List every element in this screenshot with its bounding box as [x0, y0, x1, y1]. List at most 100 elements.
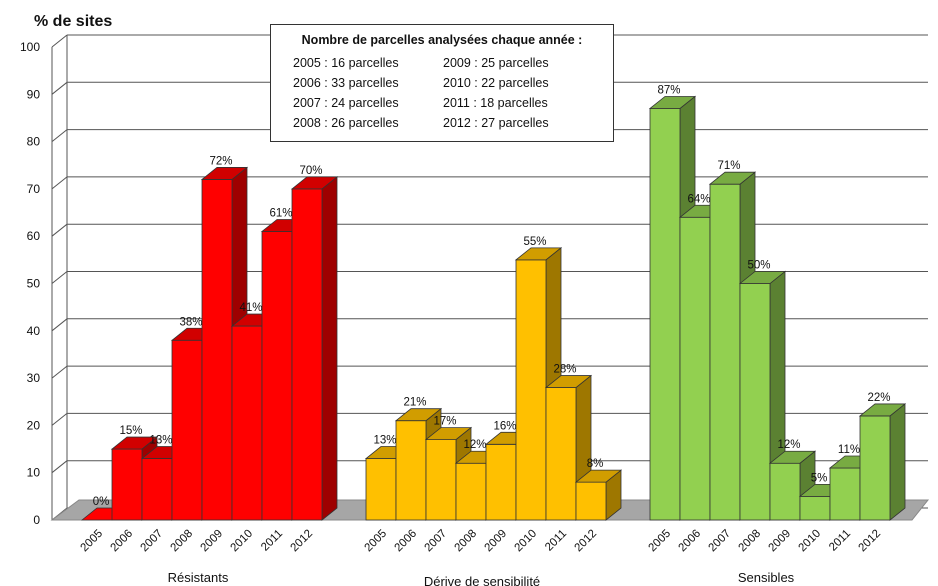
y-tick-label: 10: [27, 466, 41, 480]
bar: [769, 462, 801, 521]
annotation-entry: 2005 : 16 parcelles: [293, 56, 399, 70]
data-label: 50%: [747, 260, 770, 272]
annotation-entry: 2006 : 33 parcelles: [293, 76, 399, 90]
bar: [799, 495, 831, 521]
group-label: Résistants: [168, 570, 229, 585]
y-tick-label: 20: [27, 418, 41, 432]
bar: [545, 387, 577, 521]
x-tick-label: 2008: [453, 528, 480, 555]
bar: [859, 415, 891, 521]
bar-top: [110, 436, 159, 450]
annotation-title: Nombre de parcelles analysées chaque ann…: [301, 33, 583, 47]
x-tick-label: 2005: [363, 528, 390, 555]
bar-top: [200, 167, 249, 180]
data-label: 41%: [239, 302, 262, 314]
x-tick-label: 2006: [393, 528, 420, 555]
group-label: Sensibles: [738, 570, 795, 585]
bar-side: [321, 176, 338, 521]
data-label: 22%: [867, 392, 890, 404]
data-label: 55%: [523, 236, 546, 248]
data-label: 21%: [403, 397, 426, 409]
data-label: 71%: [717, 160, 740, 172]
x-tick-label: 2011: [259, 528, 285, 554]
bar: [829, 467, 861, 521]
data-label: 61%: [269, 207, 292, 219]
data-label: 12%: [777, 439, 800, 451]
bar: [709, 183, 741, 521]
bar-top: [648, 96, 697, 109]
data-label: 38%: [179, 316, 202, 328]
bar: [485, 443, 517, 521]
y-tick-label: 50: [27, 277, 41, 291]
x-tick-label: 2011: [543, 528, 569, 554]
annotation-entries: 2005 : 16 parcelles 2009 : 25 parcelles …: [293, 55, 593, 131]
grid-line: [51, 34, 68, 48]
data-label: 13%: [149, 435, 172, 447]
chart-bars: [80, 95, 907, 521]
data-label: 8%: [587, 458, 604, 470]
grid-line: [51, 176, 68, 190]
bar-top: [738, 271, 787, 284]
bar-top: [424, 427, 473, 440]
bar: [425, 439, 457, 521]
x-tick-label: 2011: [827, 528, 853, 554]
x-tick-label: 2009: [483, 528, 510, 555]
x-tick-label: 2009: [199, 528, 226, 555]
bar-top: [574, 469, 623, 483]
annotation-entry: 2012 : 27 parcelles: [443, 116, 549, 130]
annotation-box: Nombre de parcelles analysées chaque ann…: [270, 24, 614, 142]
bar: [395, 420, 427, 521]
x-tick-label: 2010: [513, 528, 540, 555]
y-tick-label: 0: [33, 513, 40, 527]
x-tick-label: 2007: [423, 528, 450, 555]
data-label: 72%: [209, 155, 232, 167]
data-label: 28%: [553, 364, 576, 376]
bar: [171, 339, 203, 521]
data-label: 15%: [119, 425, 142, 437]
data-label: 64%: [687, 193, 710, 205]
annotation-entry: 2008 : 26 parcelles: [293, 116, 399, 130]
grid-line: [51, 460, 68, 474]
x-tick-label: 2010: [229, 528, 256, 555]
bar: [575, 481, 607, 521]
bar: [365, 458, 397, 521]
y-tick-label: 30: [27, 371, 41, 385]
x-tick-label: 2006: [109, 528, 136, 555]
data-label: 13%: [373, 435, 396, 447]
grid-line: [51, 129, 68, 142]
data-label: 17%: [433, 416, 456, 428]
bar: [679, 216, 711, 521]
grid-line: [51, 365, 68, 379]
data-label: 16%: [493, 420, 516, 432]
x-tick-label: 2007: [707, 528, 734, 555]
bar: [649, 108, 681, 521]
bar: [455, 462, 487, 521]
group-label: Dérive de sensibilité: [424, 574, 540, 586]
x-tick-label: 2009: [767, 528, 794, 555]
bar: [515, 259, 547, 521]
x-tick-label: 2007: [139, 528, 166, 555]
grid-line: [51, 318, 68, 332]
data-label: 11%: [838, 444, 860, 456]
y-tick-label: 40: [27, 324, 41, 338]
data-label: 12%: [463, 439, 486, 451]
grid-line: [51, 413, 68, 426]
bar: [111, 448, 143, 521]
bar: [739, 283, 771, 521]
bar-top: [290, 176, 339, 190]
grid-line: [51, 223, 68, 237]
annotation-entry: 2007 : 24 parcelles: [293, 96, 399, 110]
bar-top: [394, 408, 443, 422]
y-tick-label: 70: [27, 182, 41, 196]
x-tick-label: 2010: [797, 528, 824, 555]
x-tick-label: 2005: [79, 528, 106, 555]
bar: [141, 458, 173, 521]
y-tick-label: 90: [27, 87, 41, 101]
annotation-entry: 2011 : 18 parcelles: [443, 96, 548, 110]
bar: [291, 188, 323, 521]
data-label: 0%: [93, 496, 110, 508]
bar-side: [889, 403, 906, 521]
y-tick-label: 80: [27, 135, 41, 149]
annotation-entry: 2009 : 25 parcelles: [443, 56, 549, 70]
bar-top: [768, 450, 817, 464]
